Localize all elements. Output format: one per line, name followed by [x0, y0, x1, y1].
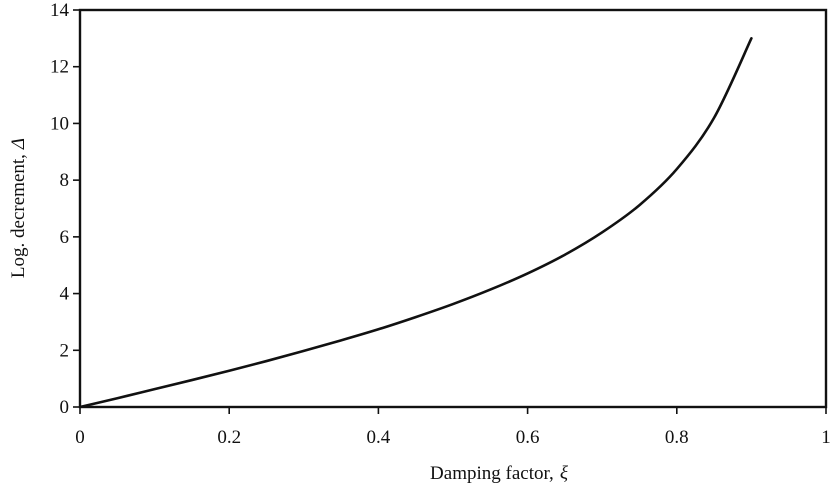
x-tick-label: 1 [821, 427, 831, 448]
y-tick-label: 12 [50, 57, 69, 78]
y-tick-label: 6 [60, 227, 70, 248]
series-layer [78, 37, 753, 409]
x-tick-label: 0 [75, 427, 85, 448]
y-axis-title-text: Log. decrement, [8, 154, 29, 278]
x-axis-title: Damping factor, ξ [430, 463, 569, 484]
y-tick-label: 10 [50, 113, 69, 134]
x-axis-title-text: Damping factor, [430, 463, 554, 484]
y-tick-label: 0 [60, 397, 70, 418]
x-tick-label: 0.6 [516, 427, 540, 448]
y-tick-label: 14 [50, 0, 70, 21]
x-axis-title-symbol: ξ [560, 463, 569, 484]
series-line [78, 37, 753, 409]
y-axis-title: Log. decrement, Δ [8, 138, 29, 278]
y-axis-ticks: 0 2 4 6 8 10 12 14 [50, 0, 80, 418]
x-axis-ticks: 0 0.2 0.4 0.6 0.8 1 [75, 407, 831, 448]
y-tick-label: 4 [60, 284, 70, 305]
x-tick-label: 0.2 [217, 427, 241, 448]
y-axis-title-symbol: Δ [8, 138, 29, 150]
plot-frame [78, 8, 828, 409]
y-tick-label: 8 [60, 170, 70, 191]
y-tick-label: 2 [60, 340, 70, 361]
x-tick-label: 0.4 [367, 427, 391, 448]
x-tick-label: 0.8 [665, 427, 689, 448]
